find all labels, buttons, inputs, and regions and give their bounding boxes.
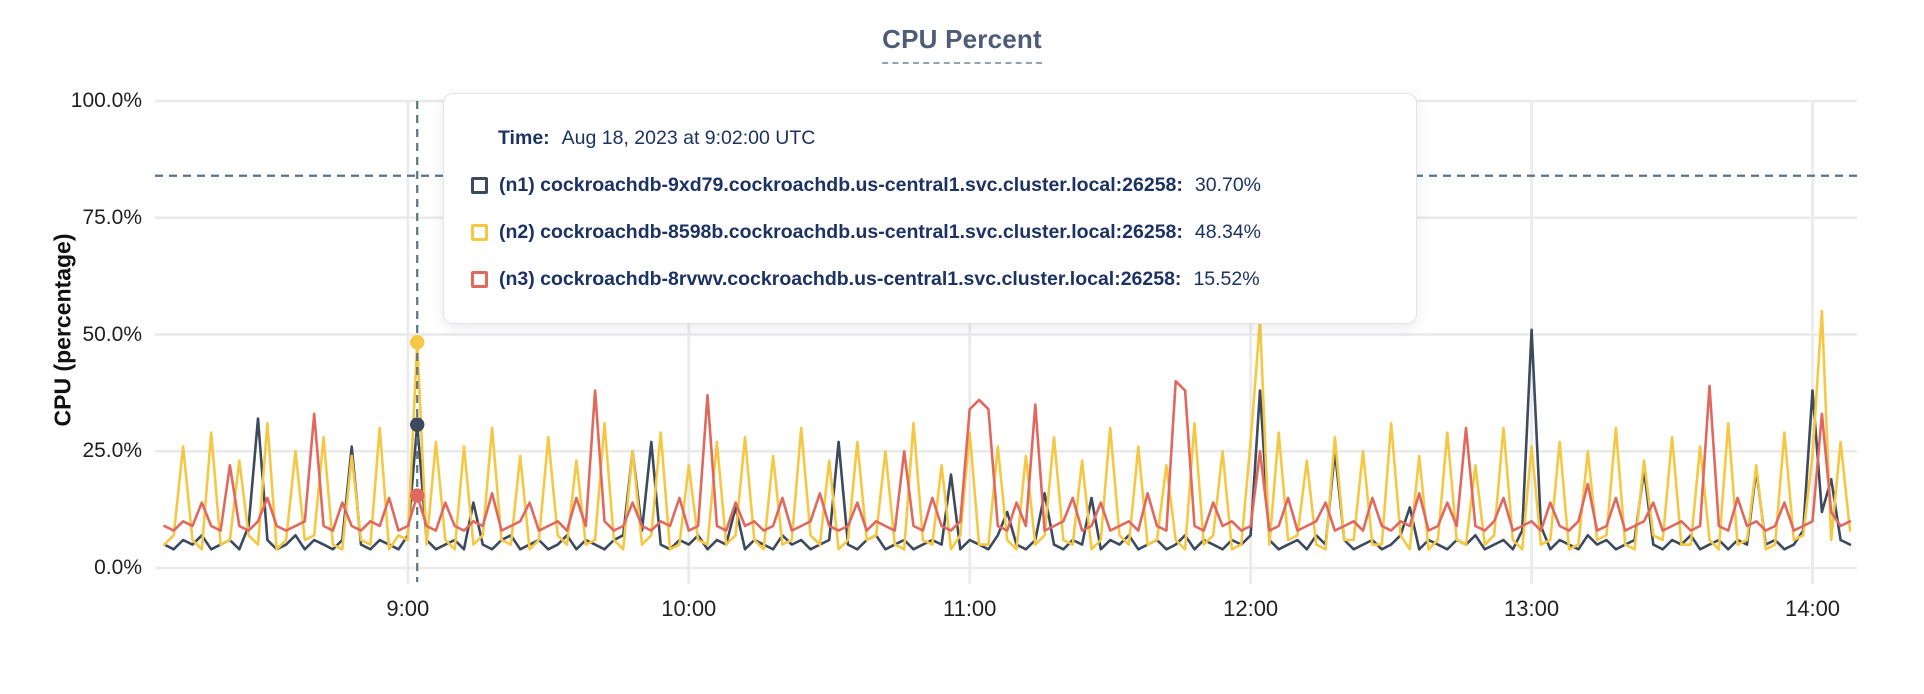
tooltip-n3-label: (n3) cockroachdb-8rvwv.cockroachdb.us-ce… — [499, 267, 1182, 290]
series-n1-swatch-icon — [471, 176, 488, 194]
x-tick-label: 12:00 — [1223, 596, 1279, 621]
tooltip-n1-value: 30.70% — [1194, 173, 1262, 196]
x-tick-label: 14:00 — [1784, 596, 1841, 621]
series-line-n2 — [163, 309, 1852, 551]
y-tick-label: 75.0% — [82, 205, 142, 229]
tooltip-series-row-n2: (n2) cockroachdb-8598b.cockroachdb.us-ce… — [471, 219, 1261, 245]
tooltip-n1-label: (n1) cockroachdb-9xd79.cockroachdb.us-ce… — [499, 173, 1183, 196]
y-tick-label: 50.0% — [82, 322, 142, 346]
tooltip-time-label: Time: — [498, 126, 550, 149]
y-tick-label: 0.0% — [94, 556, 142, 579]
x-tick-label: 9:00 — [386, 596, 430, 621]
chart-title[interactable]: CPU Percent — [882, 24, 1042, 64]
x-tick-label: 11:00 — [942, 596, 997, 621]
x-tick-label: 10:00 — [661, 596, 717, 621]
tooltip-time-row: Time: Aug 18, 2023 at 9:02:00 UTC — [498, 125, 815, 151]
tooltip-series-row-n1: (n1) cockroachdb-9xd79.cockroachdb.us-ce… — [471, 172, 1261, 198]
tooltip-series-row-n3: (n3) cockroachdb-8rvwv.cockroachdb.us-ce… — [471, 266, 1260, 292]
y-tick-label: 25.0% — [82, 439, 142, 463]
hover-dot-n1 — [410, 417, 425, 432]
series-line-n3 — [163, 379, 1852, 532]
tooltip-time-value: Aug 18, 2023 at 9:02:00 UTC — [561, 126, 816, 149]
hover-tooltip: Time: Aug 18, 2023 at 9:02:00 UTC (n1) c… — [443, 93, 1417, 324]
x-tick-label: 13:00 — [1504, 596, 1560, 621]
series-n3-swatch-icon — [471, 270, 488, 288]
hover-dot-n2 — [410, 335, 425, 350]
tooltip-n3-value: 15.52% — [1193, 267, 1260, 290]
tooltip-n2-label: (n2) cockroachdb-8598b.cockroachdb.us-ce… — [499, 220, 1183, 243]
hover-dot-n3 — [410, 488, 425, 503]
y-tick-label: 100.0% — [70, 89, 142, 112]
series-n2-swatch-icon — [471, 223, 488, 241]
tooltip-n2-value: 48.34% — [1194, 220, 1262, 243]
